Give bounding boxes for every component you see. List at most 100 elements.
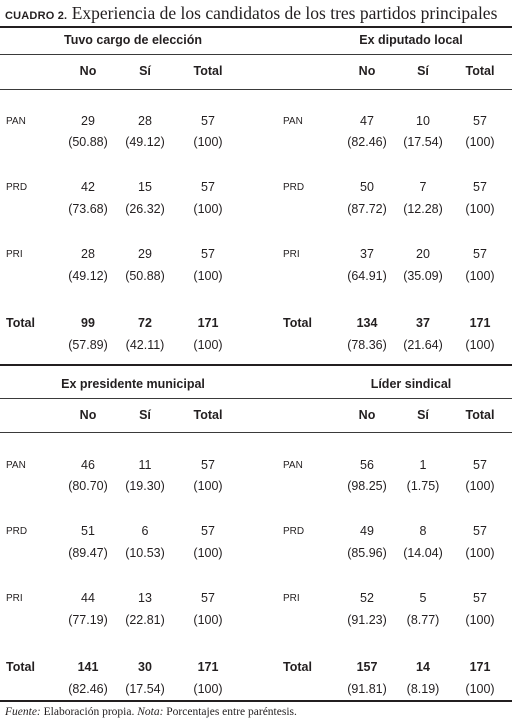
total-row-label: Total	[6, 660, 35, 674]
total-cell-no: 134	[356, 316, 378, 330]
cell-no: 51	[81, 524, 95, 538]
cell-total: 57	[473, 114, 487, 128]
total-cell-no: 99	[81, 316, 95, 330]
fuente-label: Fuente:	[5, 706, 41, 718]
cell-si: 8	[419, 524, 427, 538]
cell-si-pct: (17.54)	[403, 135, 443, 149]
total-cell-total: 171	[197, 660, 219, 674]
bottom-rule	[0, 700, 512, 702]
cell-si: 10	[416, 114, 430, 128]
column-header-total: Total	[193, 64, 223, 78]
cell-no-pct: (82.46)	[347, 135, 387, 149]
cell-total-pct: (100)	[193, 202, 223, 216]
total-cell-no-pct: (91.81)	[347, 682, 387, 696]
total-cell-no-pct: (57.89)	[68, 338, 108, 352]
cell-no: 47	[360, 114, 374, 128]
table-caption: CUADRO 2. Experiencia de los candidatos …	[5, 3, 497, 24]
header-rule-bottom-2	[0, 432, 512, 433]
cell-no: 52	[360, 591, 374, 605]
cell-total: 57	[201, 524, 215, 538]
cell-no: 42	[81, 180, 95, 194]
cell-total-pct: (100)	[465, 613, 495, 627]
cell-no-pct: (49.12)	[68, 269, 108, 283]
row-party-label: PRI	[6, 593, 23, 604]
column-header-total: Total	[465, 64, 495, 78]
total-cell-total: 171	[197, 316, 219, 330]
cell-total-pct: (100)	[193, 269, 223, 283]
nota-label: Nota:	[137, 706, 164, 718]
total-cell-si-pct: (42.11)	[125, 338, 165, 352]
cell-total-pct: (100)	[193, 479, 223, 493]
cell-si-pct: (22.81)	[125, 613, 165, 627]
cell-si: 28	[138, 114, 152, 128]
row-party-label: PRI	[6, 249, 23, 260]
cell-total-pct: (100)	[465, 269, 495, 283]
panel-title: Ex diputado local	[359, 33, 463, 47]
cell-no: 56	[360, 458, 374, 472]
cell-si-pct: (26.32)	[125, 202, 165, 216]
cell-no: 46	[81, 458, 95, 472]
column-header-no: No	[79, 408, 97, 422]
cell-total: 57	[201, 247, 215, 261]
cell-total: 57	[201, 180, 215, 194]
cell-no: 44	[81, 591, 95, 605]
cell-total: 57	[201, 458, 215, 472]
cell-no-pct: (64.91)	[347, 269, 387, 283]
cell-no-pct: (85.96)	[347, 546, 387, 560]
cell-no: 37	[360, 247, 374, 261]
row-party-label: PAN	[6, 460, 26, 471]
total-cell-total: 171	[469, 660, 491, 674]
cell-si: 15	[138, 180, 152, 194]
top-rule	[0, 26, 512, 28]
panel-title: Ex presidente municipal	[61, 377, 205, 391]
column-header-total: Total	[465, 408, 495, 422]
header-rule-bottom-top	[0, 89, 512, 90]
row-party-label: PAN	[6, 116, 26, 127]
cell-si-pct: (8.77)	[406, 613, 440, 627]
row-party-label: PRI	[283, 593, 300, 604]
total-cell-si-pct: (21.64)	[403, 338, 443, 352]
cell-no: 50	[360, 180, 374, 194]
cell-si: 1	[419, 458, 427, 472]
cell-si-pct: (12.28)	[403, 202, 443, 216]
column-header-no: No	[358, 64, 376, 78]
cell-si-pct: (1.75)	[406, 479, 440, 493]
row-party-label: PRD	[6, 182, 28, 193]
cell-si: 20	[416, 247, 430, 261]
column-header-si: Sí	[139, 408, 151, 422]
cell-total-pct: (100)	[465, 135, 495, 149]
row-party-label: PAN	[283, 460, 303, 471]
header-rule-top	[0, 54, 512, 55]
total-cell-si-pct: (17.54)	[125, 682, 165, 696]
cell-total: 57	[473, 247, 487, 261]
row-party-label: PRD	[283, 182, 305, 193]
total-row-label: Total	[283, 660, 312, 674]
cell-no-pct: (87.72)	[347, 202, 387, 216]
row-party-label: PRI	[283, 249, 300, 260]
total-cell-no-pct: (78.36)	[347, 338, 387, 352]
cell-no-pct: (73.68)	[68, 202, 108, 216]
total-cell-no: 157	[356, 660, 378, 674]
total-cell-si: 72	[138, 316, 152, 330]
cell-no-pct: (91.23)	[347, 613, 387, 627]
column-header-no: No	[79, 64, 97, 78]
cell-no: 49	[360, 524, 374, 538]
total-cell-total: 171	[469, 316, 491, 330]
cell-si-pct: (10.53)	[125, 546, 165, 560]
fuente-text: Elaboración propia.	[40, 706, 138, 718]
cell-total-pct: (100)	[465, 202, 495, 216]
total-cell-total-pct: (100)	[193, 338, 223, 352]
cell-no-pct: (77.19)	[68, 613, 108, 627]
cell-total-pct: (100)	[465, 479, 495, 493]
cell-total-pct: (100)	[193, 613, 223, 627]
cell-si: 29	[138, 247, 152, 261]
cell-si: 5	[419, 591, 427, 605]
panel-title: Tuvo cargo de elección	[63, 33, 203, 47]
cell-total: 57	[201, 591, 215, 605]
cell-si-pct: (49.12)	[125, 135, 165, 149]
column-header-no: No	[358, 408, 376, 422]
panel-title: Líder sindical	[370, 377, 452, 391]
total-cell-si: 14	[416, 660, 430, 674]
cell-no: 28	[81, 247, 95, 261]
caption-label: CUADRO 2.	[5, 10, 68, 22]
